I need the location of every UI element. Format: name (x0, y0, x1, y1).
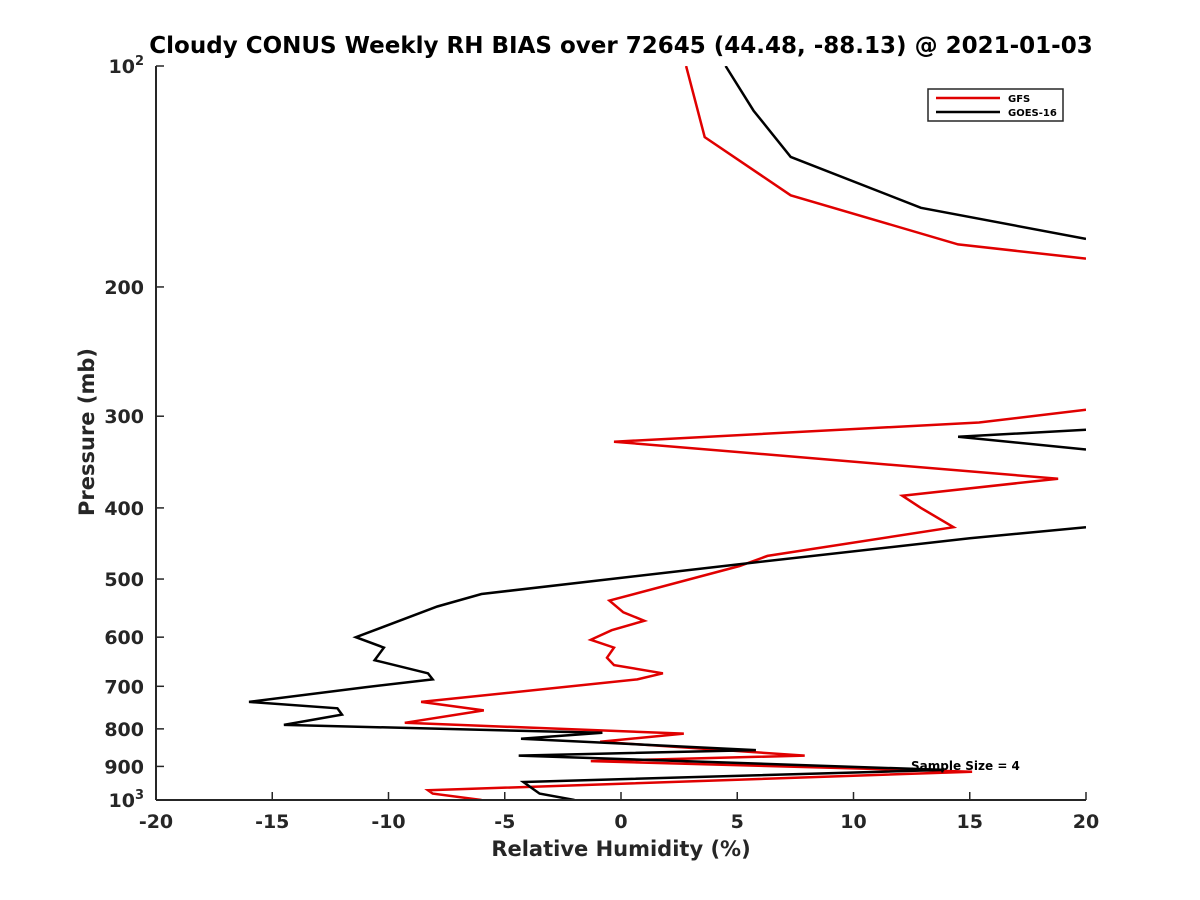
legend-label: GOES-16 (1008, 108, 1057, 119)
y-tick-label: 200 (104, 277, 144, 299)
chart-title: Cloudy CONUS Weekly RH BIAS over 72645 (… (149, 33, 1092, 59)
y-axis-label: Pressure (mb) (75, 348, 99, 516)
x-tick-label: 20 (1073, 811, 1099, 833)
y-tick-label: 103 (109, 788, 145, 812)
y-tick-label: 500 (104, 569, 144, 591)
tick-labels: -20 -15 -10 -5 0 5 10 15 20 102 200 300 400 500 600 700… (104, 54, 1099, 833)
x-axis-label: Relative Humidity (%) (491, 837, 750, 861)
series-line-gfs (404, 66, 1086, 800)
y-tick-label: 102 (109, 54, 145, 78)
legend-label: GFS (1008, 94, 1030, 105)
sample-size-annotation: Sample Size = 4 (911, 759, 1020, 773)
y-tick-label: 900 (104, 756, 144, 778)
y-tick-label: 600 (104, 627, 144, 649)
data-lines (248, 66, 1086, 800)
x-tick-label: 0 (614, 811, 627, 833)
legend: GFS GOES-16 (927, 88, 1064, 122)
x-tick-label: -10 (371, 811, 405, 833)
y-tick-label: 400 (104, 498, 144, 520)
y-tick-label: 800 (104, 719, 144, 741)
x-tick-label: -15 (255, 811, 289, 833)
y-tick-label: 300 (104, 406, 144, 428)
x-tick-label: 10 (840, 811, 866, 833)
x-tick-label: 5 (731, 811, 744, 833)
x-tick-label: -5 (494, 811, 515, 833)
axes (155, 65, 1087, 801)
y-tick-label: 700 (104, 676, 144, 698)
legend-box (927, 88, 1064, 122)
x-tick-label: -20 (139, 811, 173, 833)
series-line-goes-16 (248, 66, 1086, 800)
x-tick-label: 15 (957, 811, 983, 833)
